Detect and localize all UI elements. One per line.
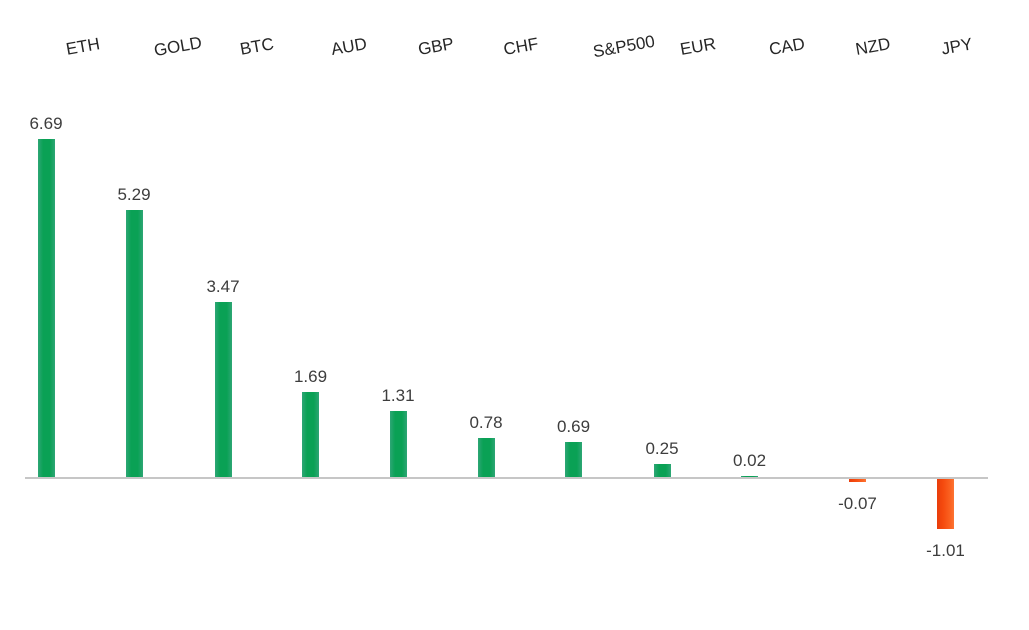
value-label-s-p500: 0.69 [556, 417, 591, 437]
bar-gbp [389, 410, 407, 477]
value-label-btc: 3.47 [206, 276, 240, 296]
bar-gold [125, 209, 143, 477]
value-label-chf: 0.78 [469, 412, 503, 432]
bar-btc [214, 301, 232, 477]
bar-chf [477, 437, 495, 477]
value-label-eth: 6.69 [29, 114, 63, 134]
bar-eth [37, 139, 55, 477]
value-label-eur: 0.25 [645, 439, 679, 459]
bar-cad [741, 475, 758, 477]
value-label-aud: 1.69 [293, 366, 328, 386]
bar-aud [302, 391, 319, 477]
bar-s-p500 [565, 442, 582, 477]
value-label-gbp: 1.31 [381, 385, 415, 405]
bar-jpy [937, 478, 954, 529]
x-axis-line [25, 477, 988, 479]
value-label-nzd: -0.07 [838, 493, 877, 513]
bar-eur [653, 464, 671, 477]
value-label-cad: 0.02 [732, 450, 767, 470]
value-label-gold: 5.29 [117, 184, 151, 204]
bar-nzd [849, 478, 866, 482]
value-label-jpy: -1.01 [926, 541, 965, 560]
